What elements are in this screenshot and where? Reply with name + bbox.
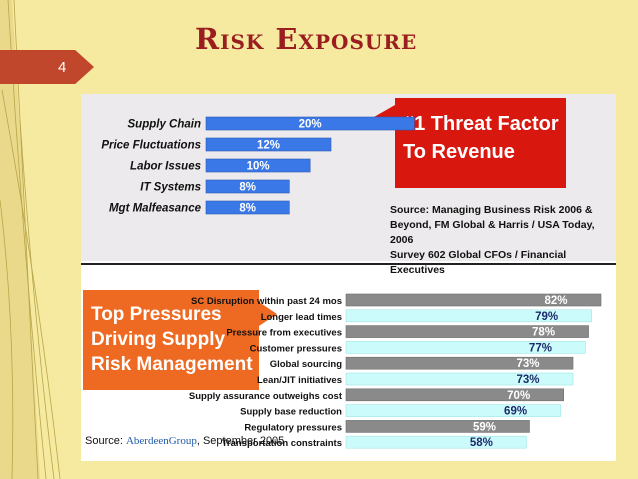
bar (345, 435, 527, 449)
supply-pressures-chart: SC Disruption within past 24 mos 82% Longe… (189, 293, 602, 449)
source-top-line3: Survey 602 Global CFOs / Financial Execu… (390, 249, 567, 276)
bar (205, 200, 290, 215)
value-label: 8% (239, 203, 256, 215)
source-bottom-org: AberdeenGroup (125, 435, 197, 447)
pressures-callout-pointer (259, 302, 277, 326)
bar (345, 309, 592, 323)
pressures-callout-line3: Risk Management (91, 354, 253, 375)
bar (345, 341, 586, 354)
category-label: Longer lead times (261, 312, 342, 323)
slide-number-tab (0, 50, 94, 84)
value-label: 20% (299, 119, 322, 131)
category-label: Price Fluctuations (101, 140, 201, 152)
category-label: Pressure from executives (226, 328, 342, 339)
category-label: Customer pressures (250, 343, 342, 354)
category-label: Transportation constraints (222, 438, 342, 449)
category-label: Mgt Malfeasance (109, 203, 202, 215)
bar (345, 293, 602, 307)
value-label: 73% (516, 374, 539, 386)
bar (345, 372, 574, 386)
category-label: Labor Issues (130, 161, 201, 173)
source-bottom: Source: AberdeenGroup, September 2005 (85, 435, 284, 447)
value-label: 69% (504, 406, 527, 418)
bar (345, 404, 561, 417)
category-label: Regulatory pressures (244, 422, 342, 433)
value-label: 73% (516, 358, 539, 370)
bar (345, 388, 564, 402)
pressures-callout-box (83, 290, 259, 390)
source-bottom-prefix: Source: (85, 435, 126, 447)
threat-factor-chart: Supply Chain 20% Price Fluctuations 12% Labo… (101, 116, 415, 215)
value-label: 59% (473, 421, 496, 433)
bar (345, 325, 589, 338)
category-label: Lean/JIT initiatives (257, 375, 342, 386)
bar (205, 116, 415, 131)
value-label: 70% (507, 390, 530, 402)
value-label: 79% (535, 311, 558, 323)
source-top-line2: Beyond, FM Global & Harris / USA Today, … (390, 219, 595, 246)
value-label: 10% (247, 161, 270, 173)
threat-callout-box (395, 98, 566, 188)
category-label: SC Disruption within past 24 mos (191, 296, 342, 307)
value-label: 77% (529, 342, 552, 354)
value-label: 8% (239, 182, 256, 194)
bar (205, 137, 332, 152)
source-top-line1: Source: Managing Business Risk 2006 & (390, 204, 593, 216)
value-label: 12% (257, 140, 280, 152)
bar (205, 158, 311, 173)
threat-callout-line1: #1 Threat Factor (403, 113, 559, 135)
content-panel: #1 Threat Factor To Revenue Source: Mana… (81, 94, 616, 461)
threat-callout-line2: To Revenue (403, 141, 515, 163)
category-label: Supply Chain (128, 119, 201, 131)
bar (345, 420, 530, 433)
category-label: Global sourcing (270, 359, 343, 370)
category-label: Supply assurance outweighs cost (189, 391, 343, 402)
value-label: 58% (470, 437, 493, 449)
section-divider (81, 263, 616, 265)
source-top: Source: Managing Business Risk 2006 & Be… (390, 203, 615, 278)
source-bottom-suffix: , September 2005 (196, 435, 285, 447)
value-label: 82% (544, 295, 567, 307)
value-label: 78% (532, 327, 555, 339)
pressures-callout-line1: Top Pressures (91, 304, 222, 325)
category-label: IT Systems (140, 182, 201, 194)
bar (345, 356, 574, 370)
page-title: Risk Exposure (195, 22, 418, 56)
slide-number: 4 (58, 59, 67, 76)
pressures-callout-text: Top Pressures Driving Supply Risk Manage… (91, 302, 261, 377)
bar (205, 179, 290, 194)
category-label: Supply base reduction (240, 407, 342, 418)
threat-callout-text: #1 Threat Factor To Revenue (403, 110, 565, 166)
pressures-callout-line2: Driving Supply (91, 329, 226, 350)
